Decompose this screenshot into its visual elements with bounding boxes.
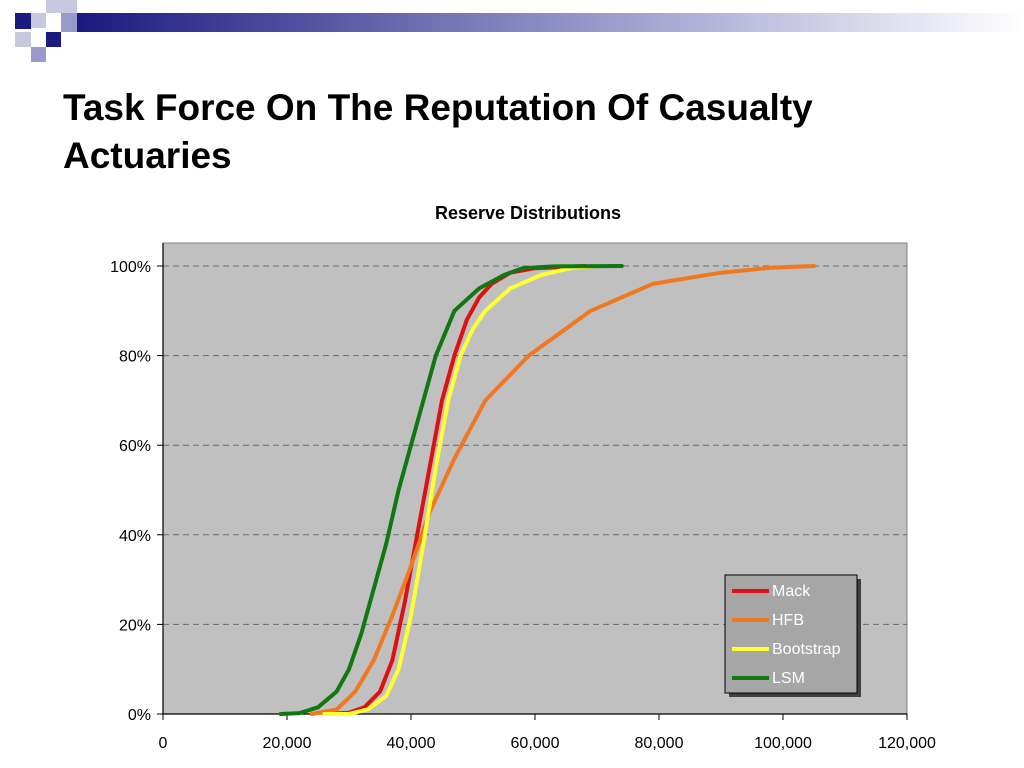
series-line-lsm [278,264,624,716]
x-tick-label: 40,000 [387,735,436,752]
legend-label-lsm: LSM [772,670,805,687]
deco-square [61,13,77,32]
legend-label-mack: Mack [772,583,811,600]
legend-label-bootstrap: Bootstrap [772,641,841,658]
y-tick-label: 60% [119,438,151,455]
series-line-bootstrap [322,264,599,716]
x-tick-label: 0 [159,735,168,752]
reserve-distributions-chart: 0% 20% 40% 60% 80% 100% 0 20,000 40,000 60,000 80,… [110,203,936,752]
y-tick-label: 100% [110,259,151,276]
deco-square [31,47,46,62]
title-band [77,13,1024,32]
deco-square [31,13,46,28]
chart-title: Reserve Distributions [435,203,621,223]
deco-square [61,0,77,13]
y-tick-label: 20% [119,617,151,634]
deco-square [46,32,61,47]
deco-square [15,32,31,47]
x-tick-label: 20,000 [263,735,312,752]
slide-decoration [15,0,1024,62]
deco-square [15,13,31,29]
series-line-hfb [309,264,816,716]
legend-label-hfb: HFB [772,612,804,629]
legend [724,574,858,694]
x-tick-label: 100,000 [754,735,812,752]
x-tick-label: 120,000 [878,735,936,752]
deco-square [46,0,61,13]
x-tick-label: 60,000 [511,735,560,752]
y-tick-label: 0% [128,707,151,724]
slide-title: Task Force On The Reputation Of Casualty… [63,87,813,176]
y-tick-label: 40% [119,528,151,545]
y-tick-label: 80% [119,349,151,366]
x-tick-label: 80,000 [635,735,684,752]
